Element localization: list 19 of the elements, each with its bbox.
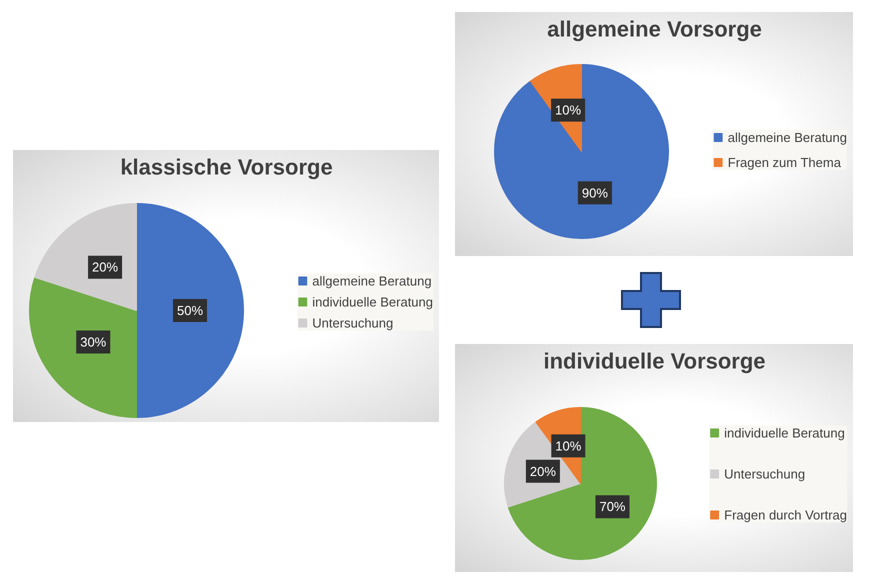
data-label: 10% [555, 102, 582, 118]
legend-label: Untersuchung [724, 466, 806, 481]
legend-label: Fragen durch Vortrag [724, 507, 847, 522]
chart-title: allgemeine Vorsorge [547, 16, 762, 42]
data-label: 70% [599, 499, 626, 514]
data-label: 20% [92, 260, 119, 275]
legend-label: individuelle Beratung [312, 294, 433, 309]
data-label: 90% [582, 185, 608, 200]
data-label: 10% [555, 438, 582, 454]
legend-label: allgemeine Beratung [312, 273, 432, 288]
legend-label: individuelle Beratung [724, 425, 845, 440]
chart-title: individuelle Vorsorge [543, 348, 766, 374]
legend-label: Untersuchung [312, 315, 394, 330]
legend-label: allgemeine Beratung [728, 130, 847, 144]
data-label: 30% [80, 334, 107, 350]
legend-label: Fragen zum Thema [728, 154, 841, 170]
chart-title: klassische Vorsorge [120, 154, 333, 180]
data-label: 50% [176, 303, 204, 318]
data-label: 20% [530, 464, 556, 479]
